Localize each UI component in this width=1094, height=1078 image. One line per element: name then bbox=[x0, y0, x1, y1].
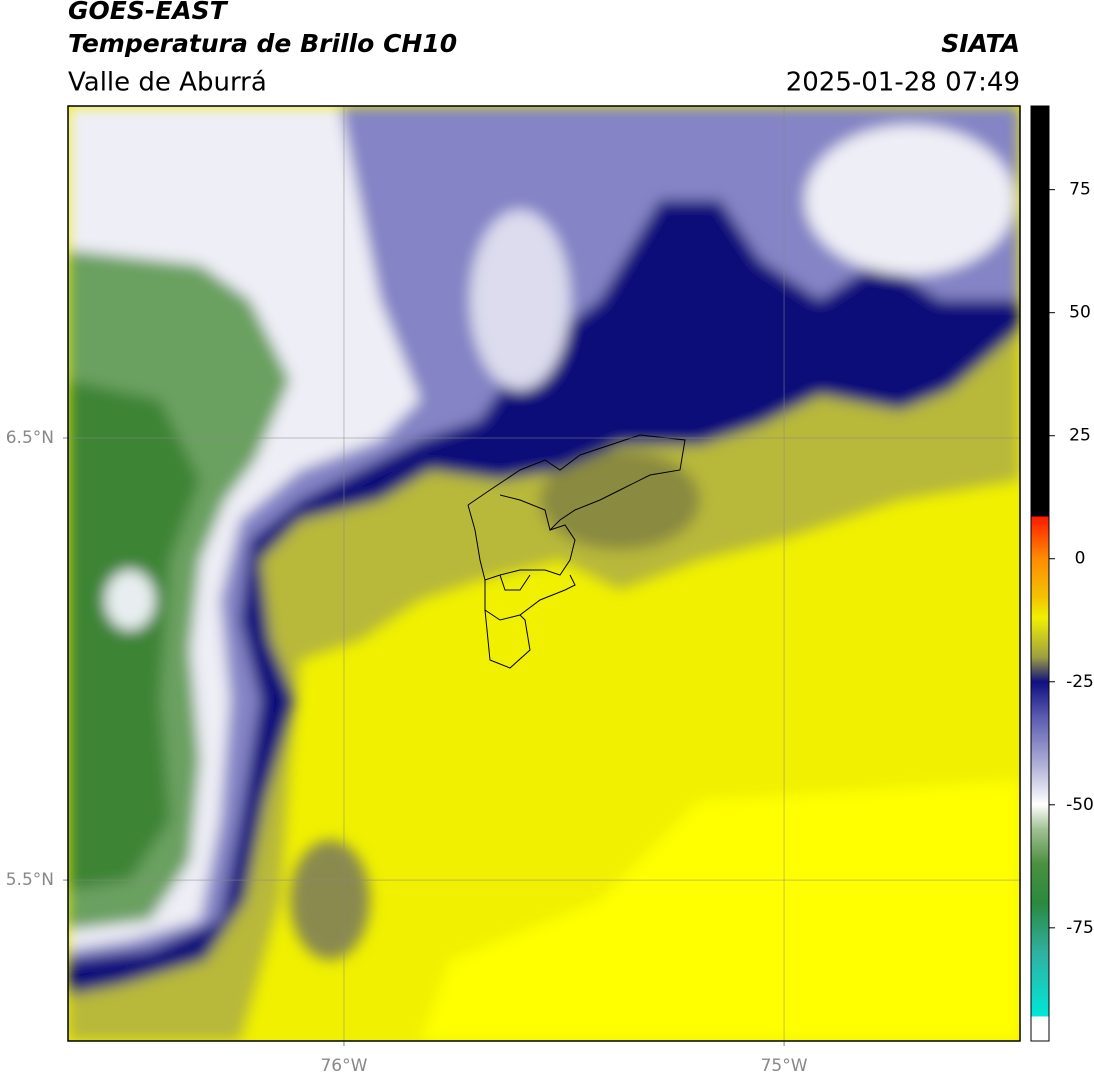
subtitle: Temperatura de Brillo CH10 bbox=[68, 29, 457, 58]
satellite-image bbox=[68, 106, 1020, 1041]
colorbar-tick-label: -50 bbox=[1066, 795, 1094, 815]
lon-label: 76°W bbox=[320, 1056, 367, 1076]
colorbar bbox=[1030, 105, 1050, 1042]
graticule: 76°W 75°W 6.5°N 5.5°N bbox=[6, 106, 1020, 1076]
lon-label: 75°W bbox=[761, 1056, 808, 1076]
lat-label: 6.5°N bbox=[6, 428, 54, 448]
source: SIATA bbox=[941, 29, 1020, 58]
colorbar-tick-label: -75 bbox=[1066, 918, 1094, 938]
lat-label: 5.5°N bbox=[6, 870, 54, 890]
timestamp: 2025-01-28 07:49 bbox=[786, 68, 1020, 98]
colorbar-tick-label: 25 bbox=[1069, 426, 1091, 446]
colorbar-tick-label: 75 bbox=[1069, 180, 1091, 200]
colorbar-tick-label: 50 bbox=[1069, 303, 1091, 323]
region: Valle de Aburrá bbox=[68, 68, 267, 98]
colorbar-ticks: 75 50 25 0 -25 -50 -75 bbox=[1049, 180, 1094, 938]
colorbar-tick-label: 0 bbox=[1075, 549, 1086, 569]
colorbar-tick-label: -25 bbox=[1066, 672, 1094, 692]
title: GOES-EAST bbox=[68, 0, 229, 25]
map-frame bbox=[67, 105, 1021, 1042]
